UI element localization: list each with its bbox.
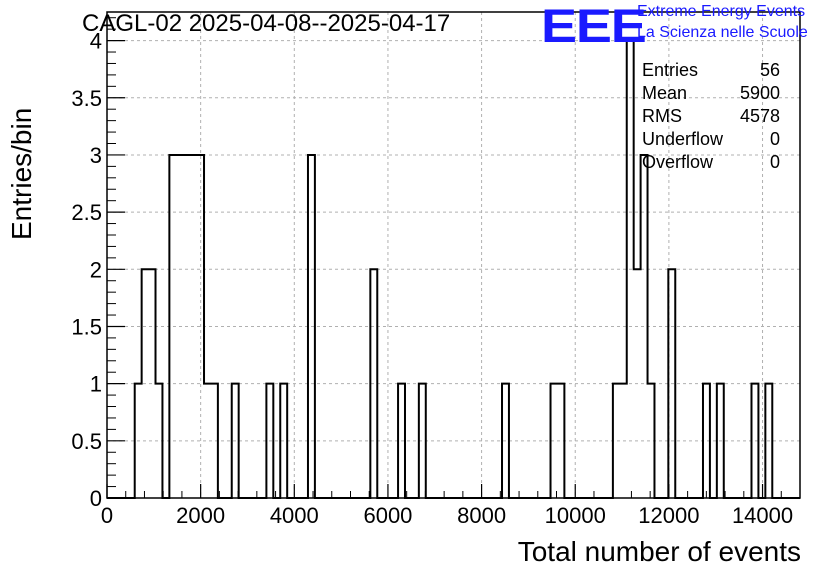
stats-row-underflow: Underflow 0 bbox=[642, 128, 780, 151]
stats-value: 0 bbox=[769, 129, 780, 149]
stats-row-entries: Entries 56 bbox=[642, 59, 780, 82]
x-tick-label: 12000 bbox=[638, 503, 699, 528]
x-axis-label: Total number of events bbox=[517, 536, 801, 567]
stats-label: Underflow bbox=[642, 129, 724, 149]
y-tick-label: 3 bbox=[90, 143, 102, 168]
y-tick-label: 0.5 bbox=[71, 429, 102, 454]
eee-logo: EEE bbox=[541, 0, 647, 52]
y-tick-label: 0 bbox=[90, 486, 102, 511]
x-tick-label: 8000 bbox=[457, 503, 506, 528]
stats-value: 5900 bbox=[739, 83, 780, 103]
x-tick-label: 2000 bbox=[176, 503, 225, 528]
x-tick-label: 0 bbox=[101, 503, 113, 528]
stats-value: 0 bbox=[769, 152, 780, 172]
y-tick-label: 1.5 bbox=[71, 314, 102, 339]
x-tick-label: 10000 bbox=[545, 503, 606, 528]
logo-subtitle-1: Extreme Energy Events bbox=[637, 3, 806, 20]
x-tick-label: 6000 bbox=[363, 503, 412, 528]
stats-row-mean: Mean 5900 bbox=[642, 82, 780, 105]
stats-label: Mean bbox=[642, 83, 688, 103]
y-tick-label: 2 bbox=[90, 257, 102, 282]
stats-label: Overflow bbox=[642, 152, 714, 172]
axis-ticks bbox=[106, 17, 782, 499]
y-tick-label: 1 bbox=[90, 372, 102, 397]
stats-value: 4578 bbox=[739, 106, 780, 126]
logo-subtitle-2: La Scienza nelle Scuole bbox=[637, 24, 808, 41]
stats-box: Entries 56 Mean 5900 RMS 4578 Underflow … bbox=[642, 59, 780, 174]
grid-lines bbox=[106, 12, 800, 499]
stats-label: Entries bbox=[642, 60, 699, 80]
x-tick-label: 4000 bbox=[270, 503, 319, 528]
stats-row-rms: RMS 4578 bbox=[642, 105, 780, 128]
y-axis-label-wrap: Entries/bin bbox=[6, 108, 40, 380]
y-tick-label: 3.5 bbox=[71, 86, 102, 111]
stats-row-overflow: Overflow 0 bbox=[642, 151, 780, 174]
y-axis-label: Entries/bin bbox=[6, 107, 37, 240]
chart-title: CAGL-02 2025-04-08--2025-04-17 bbox=[82, 10, 451, 37]
tick-labels: 0 2000 4000 6000 8000 10000 12000 14000 0 0.5 1 1.5… bbox=[71, 29, 793, 528]
y-tick-label: 2.5 bbox=[71, 200, 102, 225]
y-tick-label: 4 bbox=[90, 29, 102, 54]
stats-label: RMS bbox=[642, 106, 682, 126]
x-tick-label: 14000 bbox=[732, 503, 793, 528]
plot-frame bbox=[106, 11, 801, 499]
stats-value: 56 bbox=[759, 60, 780, 80]
